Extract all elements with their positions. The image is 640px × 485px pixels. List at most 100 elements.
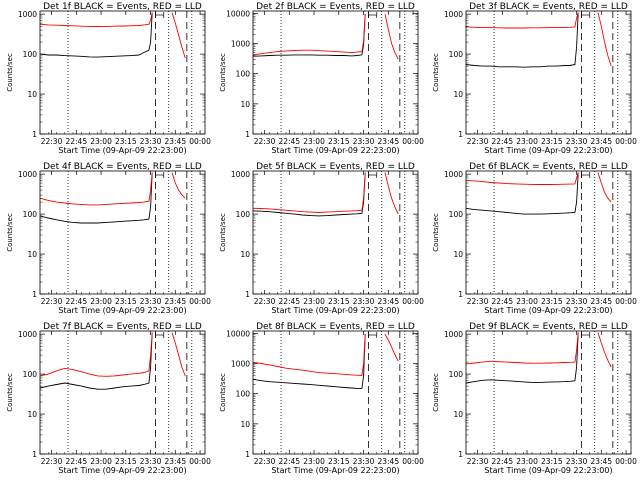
y-tick-label: 10 [27, 90, 37, 99]
y-tick-label: 10 [453, 90, 463, 99]
x-axis-label: Start Time (09-Apr-09 22:23:00) [484, 306, 612, 315]
x-tick-label: 23:00 [516, 137, 538, 146]
x-tick-label: 00:00 [615, 297, 637, 306]
panel-chart: Det 2f BLACK = Events, RED = LLD Counts/s… [219, 2, 424, 155]
y-tick-label: 100 [23, 210, 38, 219]
detector-panel: Det 1f BLACK = Events, RED = LLD Counts/s… [0, 0, 213, 160]
events-series-line [252, 14, 366, 57]
y-tick-label: 1000 [18, 10, 37, 19]
lld-series-line [384, 172, 399, 215]
panel-chart: Det 9f BLACK = Events, RED = LLD Counts/s… [432, 322, 637, 475]
y-tick-label: 1 [32, 130, 37, 139]
x-tick-label: 22:45 [65, 137, 87, 146]
plot-frame [465, 170, 632, 295]
events-series-line [465, 12, 579, 68]
lld-series-line [171, 332, 186, 377]
x-tick-label: 23:00 [516, 297, 538, 306]
x-axis-label: Start Time (09-Apr-09 22:23:00) [58, 306, 186, 315]
x-tick-label: 23:15 [115, 297, 137, 306]
panel-chart: Det 3f BLACK = Events, RED = LLD Counts/s… [432, 2, 637, 155]
y-axis-label: Counts/sec [219, 373, 227, 412]
panel-chart: Det 1f BLACK = Events, RED = LLD Counts/s… [6, 2, 211, 155]
x-tick-label: 23:30 [566, 457, 588, 466]
x-tick-label: 22:45 [65, 457, 87, 466]
y-axis-label: Counts/sec [6, 373, 14, 412]
x-tick-label: 23:30 [353, 137, 375, 146]
y-tick-label: 1000 [231, 170, 250, 179]
y-tick-label: 1000 [231, 40, 250, 49]
x-tick-label: 23:45 [377, 457, 399, 466]
x-tick-label: 22:30 [467, 137, 489, 146]
x-tick-label: 22:45 [491, 137, 513, 146]
panel-chart: Det 6f BLACK = Events, RED = LLD Counts/s… [432, 162, 637, 315]
x-tick-label: 22:30 [467, 297, 489, 306]
x-tick-label: 22:30 [254, 457, 276, 466]
lld-series-line [252, 172, 366, 213]
y-tick-label: 100 [23, 50, 38, 59]
x-tick-label: 22:30 [41, 137, 63, 146]
y-tick-label: 1000 [444, 330, 463, 339]
y-tick-label: 100 [449, 50, 464, 59]
y-axis-label: Counts/sec [432, 373, 440, 412]
x-tick-label: 23:30 [140, 297, 162, 306]
x-tick-label: 23:15 [115, 457, 137, 466]
panel-title: Det 5f BLACK = Events, RED = LLD [256, 162, 415, 172]
plot-frame [465, 330, 632, 455]
lld-series-line [171, 12, 186, 59]
x-tick-label: 00:00 [189, 137, 211, 146]
y-tick-label: 1 [458, 290, 463, 299]
y-tick-label: 10 [240, 250, 250, 259]
x-tick-label: 23:45 [164, 457, 186, 466]
detector-panel: Det 9f BLACK = Events, RED = LLD Counts/s… [426, 320, 639, 480]
detector-panel: Det 7f BLACK = Events, RED = LLD Counts/s… [0, 320, 213, 480]
x-tick-label: 23:15 [328, 457, 350, 466]
x-tick-label: 22:45 [278, 297, 300, 306]
events-series-line [465, 172, 579, 215]
x-tick-label: 23:45 [590, 137, 612, 146]
y-tick-label: 100 [236, 210, 251, 219]
y-axis-label: Counts/sec [6, 53, 14, 92]
detector-panel: Det 4f BLACK = Events, RED = LLD Counts/s… [0, 160, 213, 320]
y-tick-label: 100 [236, 390, 251, 399]
y-tick-label: 1 [32, 290, 37, 299]
x-tick-label: 22:30 [41, 457, 63, 466]
events-series-line [252, 334, 366, 389]
panel-chart: Det 4f BLACK = Events, RED = LLD Counts/s… [6, 162, 211, 315]
x-tick-label: 23:30 [353, 457, 375, 466]
x-tick-label: 23:30 [566, 297, 588, 306]
lld-series-line [465, 332, 579, 365]
panel-title: Det 1f BLACK = Events, RED = LLD [43, 2, 202, 12]
y-tick-label: 10 [453, 410, 463, 419]
x-axis-label: Start Time (09-Apr-09 22:23:00) [484, 146, 612, 155]
panel-chart: Det 8f BLACK = Events, RED = LLD Counts/s… [219, 322, 424, 475]
x-tick-label: 22:45 [278, 137, 300, 146]
y-tick-label: 10 [240, 420, 250, 429]
lld-series-line [252, 14, 366, 56]
y-axis-label: Counts/sec [6, 213, 14, 252]
y-tick-label: 100 [449, 210, 464, 219]
plot-frame [39, 170, 206, 295]
x-tick-label: 23:15 [328, 137, 350, 146]
x-tick-label: 23:30 [140, 137, 162, 146]
detector-panel: Det 6f BLACK = Events, RED = LLD Counts/s… [426, 160, 639, 320]
x-tick-label: 23:30 [140, 457, 162, 466]
x-tick-label: 23:30 [353, 297, 375, 306]
y-tick-label: 1000 [444, 10, 463, 19]
events-series-line [39, 172, 153, 224]
panel-title: Det 9f BLACK = Events, RED = LLD [469, 322, 628, 332]
lld-series-line [39, 332, 153, 377]
x-tick-label: 23:45 [377, 297, 399, 306]
x-tick-label: 00:00 [615, 137, 637, 146]
x-tick-label: 23:00 [303, 137, 325, 146]
y-tick-label: 10000 [226, 329, 250, 338]
plot-frame [39, 10, 206, 135]
x-tick-label: 22:30 [41, 297, 63, 306]
events-series-line [39, 12, 153, 58]
y-tick-label: 10000 [226, 9, 250, 18]
y-tick-label: 10 [240, 100, 250, 109]
x-tick-label: 00:00 [402, 297, 424, 306]
plot-frame [465, 10, 632, 135]
x-axis-label: Start Time (09-Apr-09 22:23:00) [484, 466, 612, 475]
y-tick-label: 1000 [18, 170, 37, 179]
plot-frame [252, 170, 419, 295]
